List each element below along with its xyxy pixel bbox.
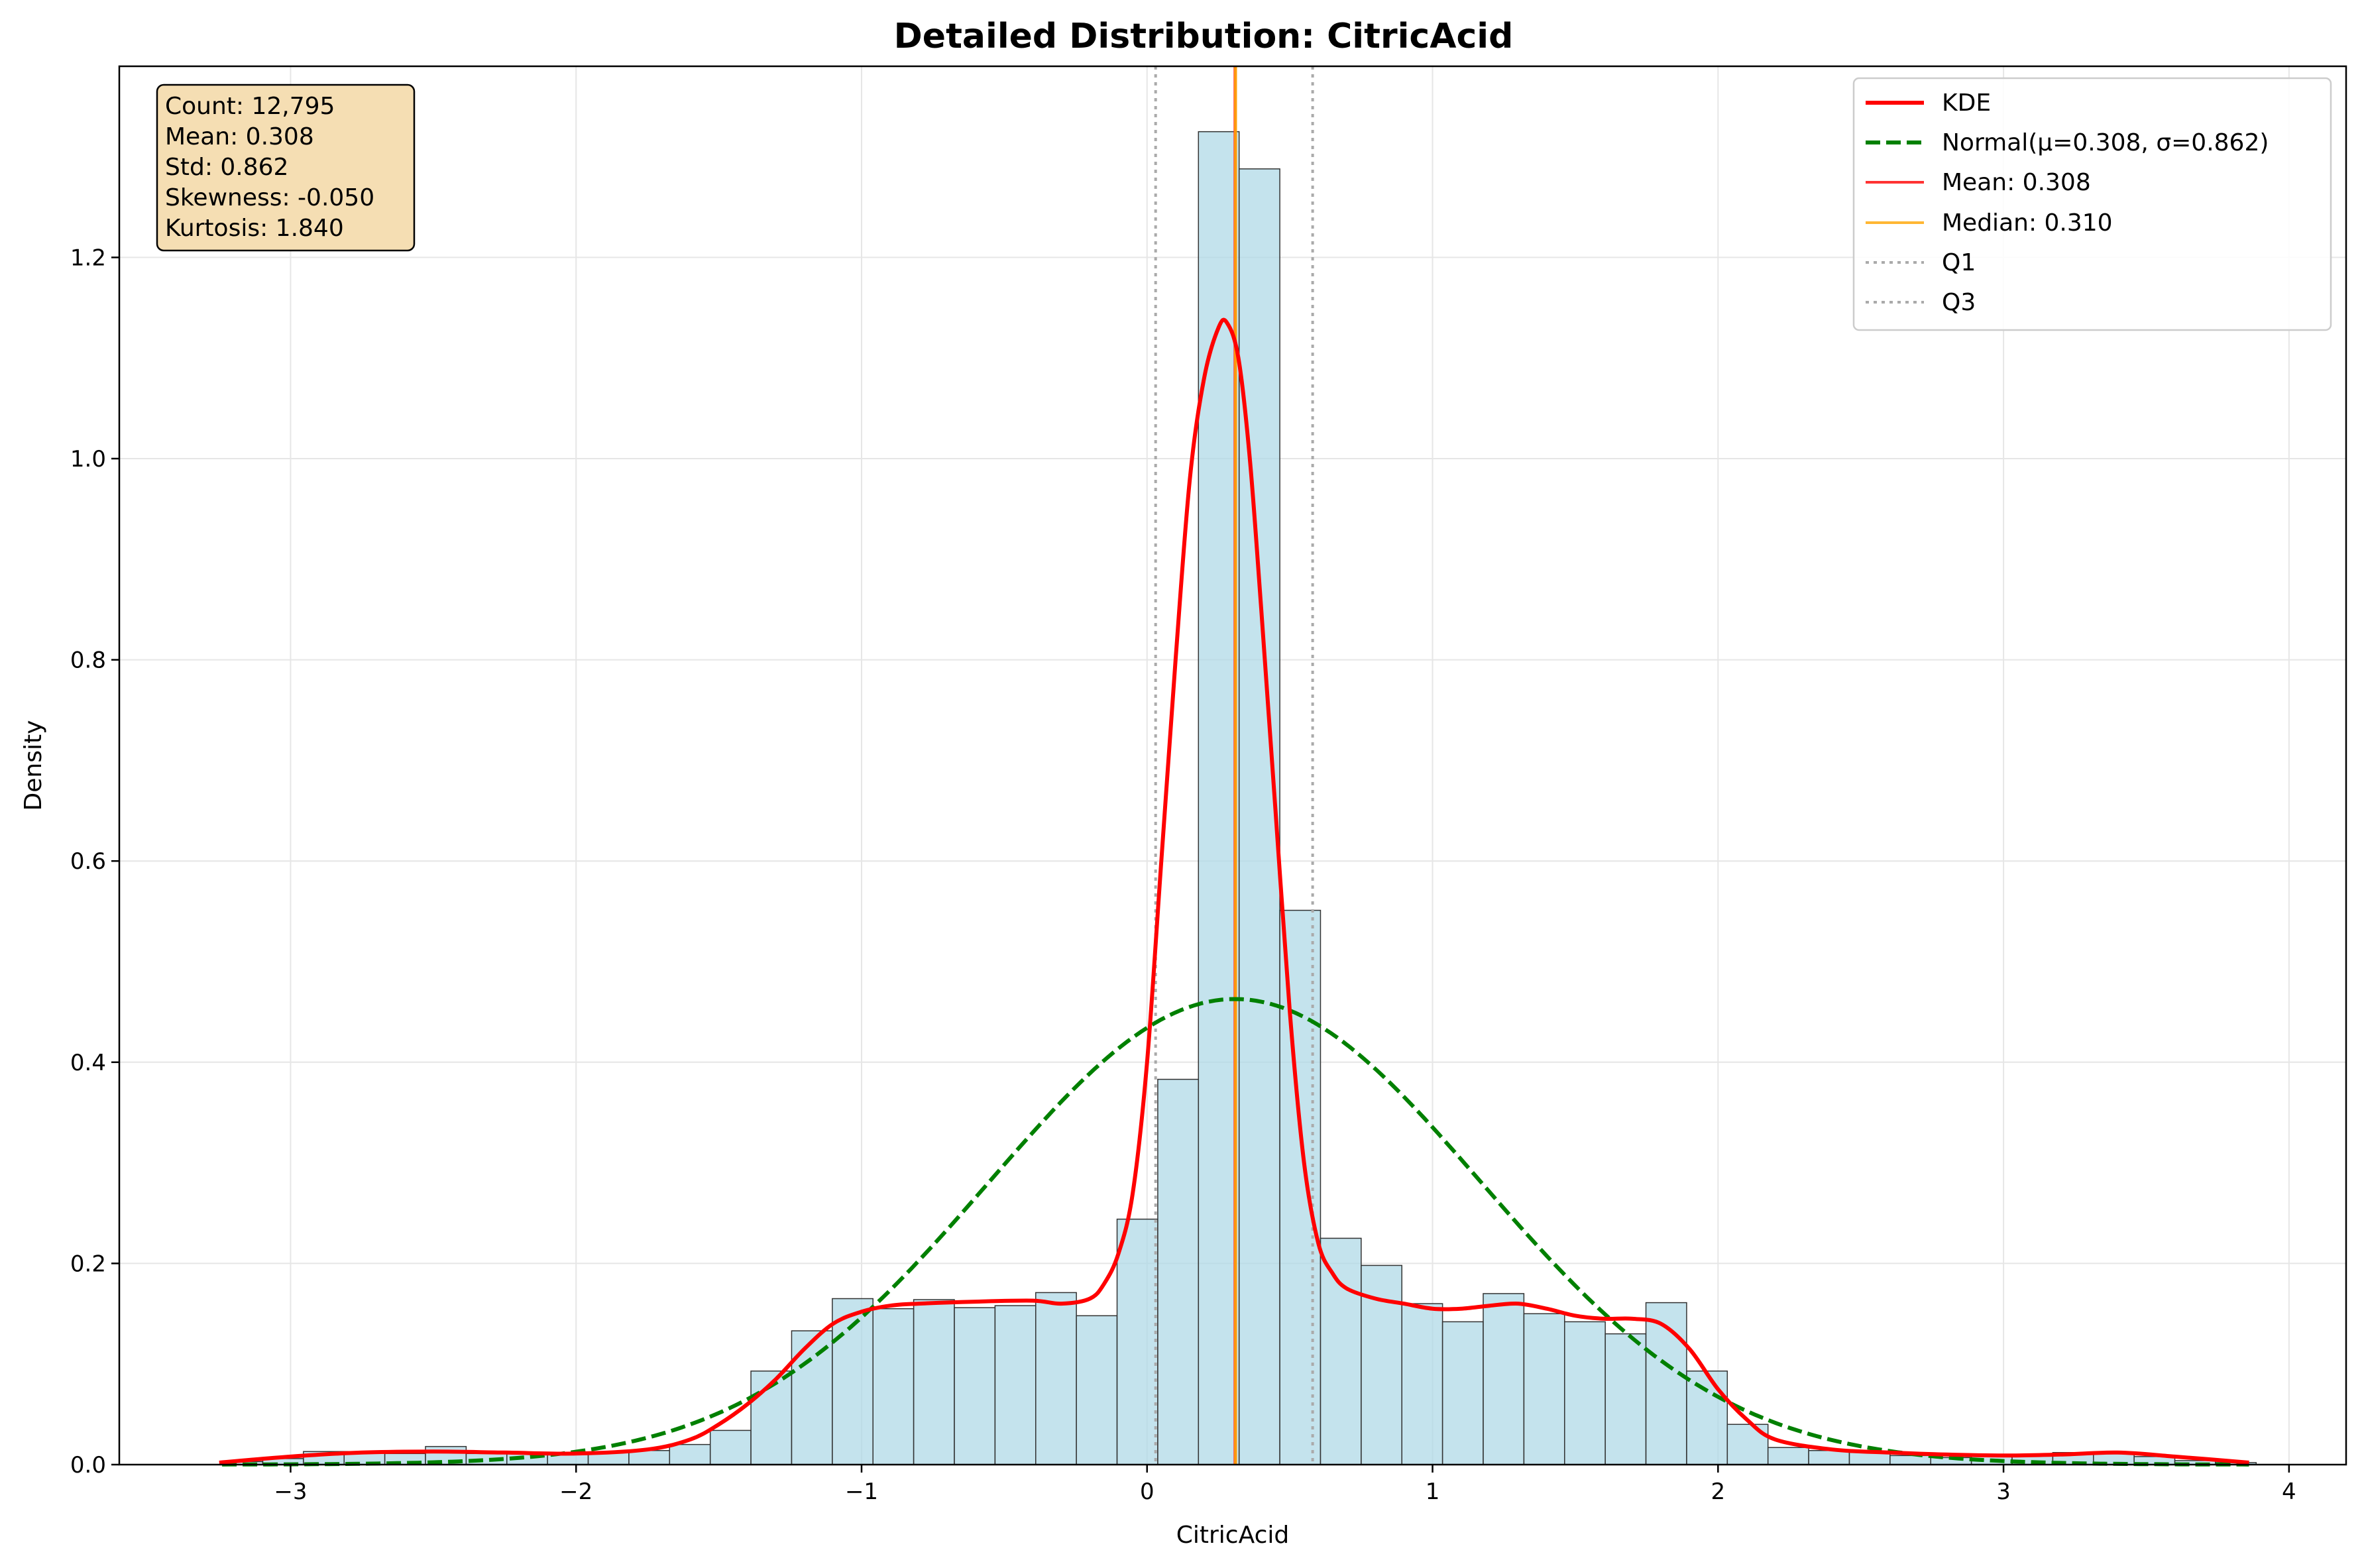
legend-label-q3: Q3 — [1942, 289, 1976, 316]
stats-kurtosis: Kurtosis: 1.840 — [165, 215, 344, 242]
stats-box: Count: 12,795 Mean: 0.308 Std: 0.862 Ske… — [156, 84, 416, 252]
legend-label-q1: Q1 — [1942, 249, 1976, 276]
y-tick-label: 1.0 — [70, 446, 106, 473]
histogram-bar — [913, 1299, 955, 1465]
histogram-bar — [1320, 1237, 1362, 1465]
histogram-bars — [221, 131, 2257, 1465]
legend-label-mean: Mean: 0.308 — [1942, 169, 2091, 196]
stats-count: Count: 12,795 — [165, 93, 335, 120]
histogram-bar — [709, 1429, 752, 1465]
stats-mean: Mean: 0.308 — [165, 123, 314, 150]
histogram-bar — [1157, 1078, 1200, 1465]
stats-box-background — [156, 84, 416, 252]
y-tick-label: 0.8 — [70, 647, 106, 674]
x-axis: −3 −2 −1 0 1 2 3 4 — [274, 1465, 2296, 1505]
y-tick-label: 0.2 — [70, 1251, 106, 1277]
y-tick-label: 0.4 — [70, 1050, 106, 1076]
y-axis: 0.0 0.2 0.4 0.6 0.8 1.0 1.2 — [70, 245, 119, 1479]
histogram-bar — [1564, 1321, 1606, 1465]
x-tick-label: 3 — [1996, 1479, 2011, 1505]
x-tick-label: 1 — [1426, 1479, 1440, 1505]
histogram-bar — [1238, 168, 1280, 1465]
y-axis-label: Density — [20, 720, 47, 811]
histogram-bar — [1523, 1313, 1565, 1465]
kde-curve — [219, 317, 2249, 1465]
histogram-bar — [1116, 1218, 1158, 1465]
histogram-bar — [1279, 909, 1322, 1465]
y-tick-label: 1.2 — [70, 245, 106, 271]
x-axis-label: CitricAcid — [1176, 1522, 1290, 1549]
histogram-bar — [669, 1443, 711, 1465]
x-tick-label: 0 — [1140, 1479, 1154, 1505]
histogram-bar — [1401, 1303, 1443, 1465]
histogram-bar — [1035, 1292, 1077, 1465]
stats-std: Std: 0.862 — [165, 154, 288, 181]
histogram-bar — [791, 1330, 833, 1465]
chart-title: Detailed Distribution: CitricAcid — [894, 17, 1514, 56]
histogram-bar — [1604, 1333, 1647, 1465]
histogram-bar — [1076, 1315, 1118, 1465]
histogram-bar — [1686, 1371, 1728, 1465]
histogram-bar — [1889, 1455, 1931, 1465]
plot-frame — [118, 65, 2347, 1466]
vertical-stat-lines — [1154, 66, 1314, 1465]
legend-label-kde: KDE — [1942, 89, 1991, 117]
histogram-bar — [1645, 1302, 1687, 1465]
y-tick-label: 0.6 — [70, 848, 106, 875]
legend-label-normal: Normal(μ=0.308, σ=0.862) — [1942, 129, 2269, 156]
histogram-bar — [994, 1305, 1037, 1465]
stats-skewness: Skewness: -0.050 — [165, 184, 374, 211]
histogram-bar — [1767, 1447, 1809, 1465]
legend-background — [1852, 77, 2332, 331]
histogram-bar — [954, 1307, 996, 1465]
x-tick-label: 4 — [2282, 1479, 2296, 1505]
legend-label-median: Median: 0.310 — [1942, 209, 2113, 237]
x-tick-label: −2 — [559, 1479, 592, 1505]
x-tick-label: 2 — [1711, 1479, 1725, 1505]
histogram-bar — [872, 1308, 915, 1465]
legend: KDE Normal(μ=0.308, σ=0.862) Mean: 0.308… — [1852, 77, 2332, 331]
curve-group — [219, 317, 2249, 1467]
x-tick-label: −3 — [274, 1479, 307, 1505]
histogram-bar — [1808, 1449, 1850, 1465]
histogram-bar — [1483, 1293, 1525, 1465]
y-tick-label: 0.0 — [70, 1452, 106, 1479]
x-tick-label: −1 — [845, 1479, 878, 1505]
histogram-bar — [1441, 1321, 1484, 1465]
